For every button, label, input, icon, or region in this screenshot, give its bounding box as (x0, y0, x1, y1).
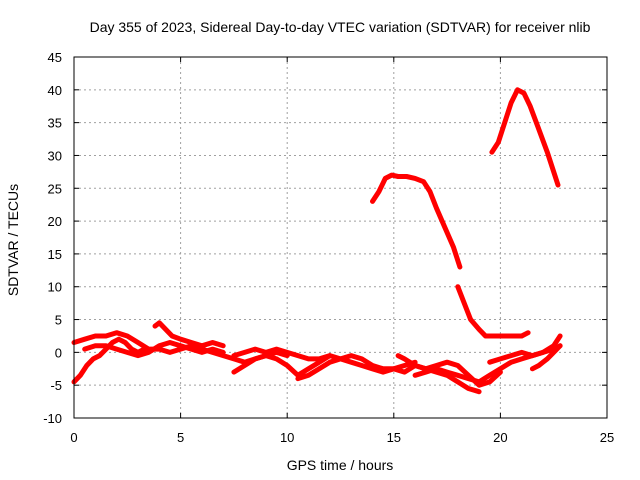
series-line-sat-f (231, 346, 333, 362)
y-tick-label: 20 (48, 214, 62, 229)
series-line-sat-j (487, 333, 563, 365)
series-line-sat-g (295, 353, 418, 382)
series-line-sat-e (231, 353, 482, 395)
y-axis-label: SDTVAR / TECUs (5, 184, 21, 296)
plot-frame (73, 56, 608, 419)
series-line-sat-n (489, 87, 561, 188)
series-line-sat-c (82, 340, 226, 359)
y-tick-label: 40 (48, 83, 62, 98)
y-tick-label: 5 (55, 313, 62, 328)
y-tick-label: 10 (48, 280, 62, 295)
y-tick-label: -10 (43, 411, 62, 426)
x-tick-label: 20 (493, 430, 507, 445)
series-line-sat-m (455, 284, 531, 339)
y-tick-label: 15 (48, 247, 62, 262)
y-tick-label: 45 (48, 50, 62, 65)
series-line-sat-h (395, 353, 503, 388)
x-axis-label: GPS time / hours (287, 457, 394, 473)
x-tick-label: 25 (600, 430, 614, 445)
x-tick-label: 0 (70, 430, 77, 445)
y-tick-label: 25 (48, 181, 62, 196)
y-tick-label: 30 (48, 148, 62, 163)
chart-title: Day 355 of 2023, Sidereal Day-to-day VTE… (90, 19, 591, 35)
series-line-sat-k (529, 343, 563, 372)
series-line-sat-l (370, 172, 463, 270)
y-tick-label: 35 (48, 116, 62, 131)
axis-ticks: 0 5 10 15 20 25 -10 -5 0 5 10 15 20 25 30 35 40 45 (43, 50, 614, 445)
x-tick-label: 5 (177, 430, 184, 445)
y-tick-label: -5 (50, 378, 62, 393)
series-group (71, 87, 563, 395)
x-tick-label: 10 (280, 430, 294, 445)
x-tick-label: 15 (387, 430, 401, 445)
y-tick-label: 0 (55, 345, 62, 360)
grid (74, 57, 607, 418)
series-line-sat-d (152, 320, 226, 349)
